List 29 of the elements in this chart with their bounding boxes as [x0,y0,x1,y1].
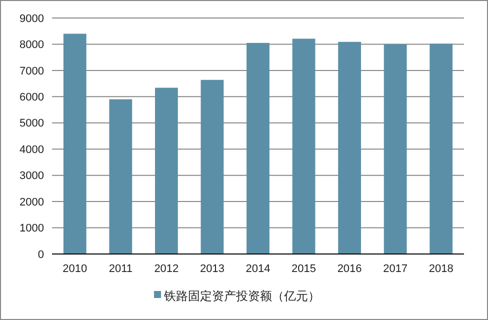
bar [155,88,178,254]
y-tick-label: 9000 [20,12,44,25]
y-tick-label: 8000 [20,39,44,52]
bar [200,80,224,254]
y-tick-label: 4000 [20,144,44,156]
y-tick-label: 3000 [20,170,44,182]
y-tick-label: 2000 [20,196,44,208]
x-tick-label: 2017 [383,263,408,275]
x-tick-label: 2014 [246,263,270,275]
bar [109,99,132,254]
bar [246,42,270,254]
y-tick-label: 0 [38,248,44,261]
legend-label: 铁路固定资产投资额（亿元） [163,289,320,304]
x-tick-label: 2012 [154,263,179,275]
bar [292,38,316,254]
bar [338,42,361,254]
bar [430,44,453,254]
y-tick-label: 7000 [20,65,44,78]
x-tick-label: 2010 [62,263,88,275]
bar [63,34,86,254]
y-tick-label: 1000 [20,222,44,235]
y-tick-label: 6000 [20,92,44,104]
x-tick-label: 2015 [292,263,316,275]
bar [384,44,407,254]
x-tick-label: 2011 [108,263,132,275]
x-tick-label: 2013 [200,263,224,275]
x-tick-label: 2016 [337,263,362,275]
y-tick-label: 5000 [20,118,44,130]
x-tick-label: 2018 [428,263,454,275]
